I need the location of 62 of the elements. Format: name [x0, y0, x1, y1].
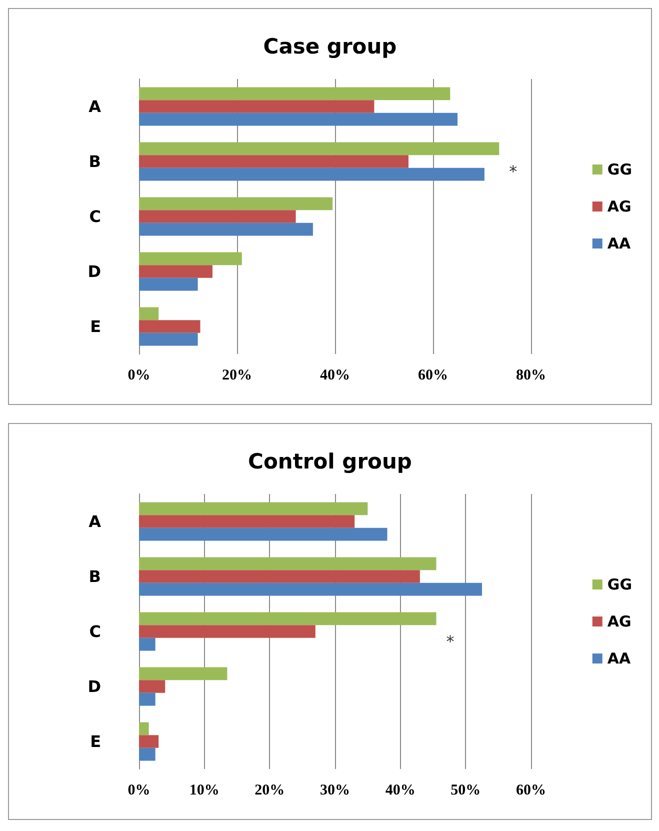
- bar: [139, 502, 368, 516]
- bar: [139, 582, 482, 596]
- bar: [139, 692, 156, 706]
- x-tick-label: 60%: [418, 368, 448, 384]
- x-tick-label: 0%: [128, 368, 150, 384]
- y-tick-label: D: [88, 677, 101, 696]
- chart-title: Control group: [248, 450, 412, 474]
- y-tick-label: E: [90, 732, 101, 751]
- bar: [139, 307, 159, 320]
- bar: [139, 557, 436, 570]
- y-tick-label: C: [89, 207, 101, 226]
- x-tick-label: 30%: [320, 782, 350, 798]
- bar: [139, 625, 316, 638]
- bar: [139, 638, 156, 651]
- bar: [139, 222, 313, 236]
- bar: [139, 252, 242, 266]
- bar: [139, 332, 198, 346]
- bar: [139, 168, 484, 181]
- legend-label: AG: [607, 612, 632, 630]
- legend-label: AA: [607, 650, 631, 668]
- x-tick-label: 10%: [189, 782, 220, 798]
- bar: [139, 612, 436, 626]
- x-tick-label: 0%: [128, 782, 150, 798]
- bar: [139, 87, 450, 100]
- legend-label: AA: [607, 234, 631, 252]
- legend-label: AG: [607, 198, 632, 216]
- bar: [139, 100, 374, 113]
- annotation: *: [446, 632, 454, 651]
- x-tick-label: 50%: [450, 782, 481, 798]
- bar: [139, 265, 212, 278]
- bar: [139, 667, 228, 680]
- chart-title: Case group: [263, 34, 397, 58]
- x-tick-label: 20%: [254, 782, 285, 798]
- bar: [139, 210, 296, 223]
- legend-label: GG: [607, 160, 632, 178]
- x-tick-label: 40%: [385, 782, 416, 798]
- bar: [139, 722, 149, 736]
- y-tick-label: E: [90, 317, 101, 336]
- bar: [139, 197, 333, 210]
- y-tick-label: B: [88, 152, 101, 171]
- y-tick-label: B: [88, 567, 101, 586]
- bar: [139, 735, 159, 748]
- x-tick-label: 80%: [516, 368, 546, 384]
- bar: [139, 278, 198, 291]
- bar: [139, 570, 420, 583]
- bar: [139, 680, 166, 693]
- x-tick-label: 60%: [516, 782, 546, 798]
- y-tick-label: C: [89, 622, 101, 641]
- bar: [139, 515, 355, 528]
- legend-label: GG: [607, 576, 632, 594]
- bar: [139, 528, 388, 541]
- bar: [139, 142, 500, 156]
- y-tick-label: A: [88, 512, 102, 531]
- y-tick-label: A: [88, 97, 102, 116]
- bar: [139, 320, 200, 333]
- bar: [139, 748, 156, 761]
- bar: [139, 112, 458, 126]
- annotation: *: [509, 162, 518, 181]
- bar: [139, 155, 408, 168]
- x-tick-label: 40%: [320, 368, 350, 384]
- x-tick-label: 20%: [222, 368, 252, 384]
- y-tick-label: D: [88, 262, 101, 281]
